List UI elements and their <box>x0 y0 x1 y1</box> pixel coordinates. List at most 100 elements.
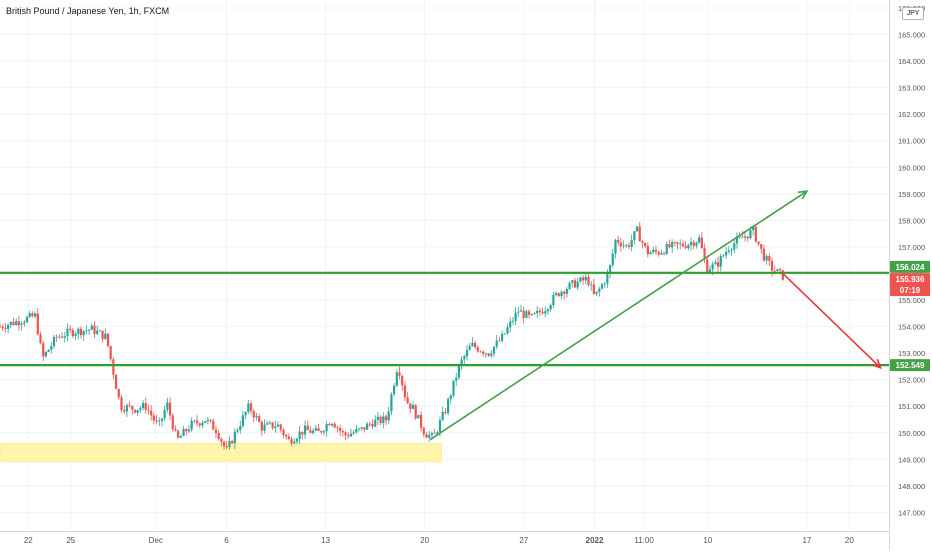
candle-body <box>82 330 85 336</box>
candle-body <box>565 289 568 294</box>
candle-body <box>147 409 150 411</box>
candle-body <box>220 438 223 442</box>
currency-button[interactable]: JPY <box>902 7 924 20</box>
candle-body <box>236 430 239 432</box>
candle-body <box>314 428 317 431</box>
candle-body <box>393 385 396 395</box>
candle-body <box>411 405 415 409</box>
candle-body <box>503 333 506 335</box>
candle-body <box>282 429 285 435</box>
candle-body <box>398 372 401 376</box>
y-tick-label: 149.000 <box>898 455 925 464</box>
candle-body <box>484 353 487 355</box>
candle-body <box>357 428 361 430</box>
candle-body <box>120 397 123 411</box>
candle-body <box>611 253 614 266</box>
candle-body <box>36 313 39 335</box>
candle-body <box>541 312 544 314</box>
candle-body <box>498 340 501 342</box>
candle-body <box>598 288 601 292</box>
projection-arrow-shaft <box>782 272 882 369</box>
candle-body <box>703 248 706 260</box>
candle-body <box>23 322 26 324</box>
candle-body <box>538 310 541 313</box>
candle-body <box>433 433 436 434</box>
candle-body <box>209 419 212 421</box>
price-label-text: 156.024 <box>896 263 925 272</box>
candle-body <box>390 394 393 412</box>
candle-body <box>339 428 342 431</box>
candle-body <box>190 420 193 430</box>
candle-body <box>109 346 112 360</box>
candle-body <box>668 243 671 248</box>
candle-body <box>9 321 12 325</box>
candle-body <box>533 313 536 315</box>
candle-body <box>509 321 512 328</box>
candle-body <box>711 264 714 270</box>
candle-body <box>652 249 655 253</box>
candle-body <box>730 249 733 251</box>
candle-body <box>330 423 334 426</box>
candle-body <box>619 242 622 247</box>
candle-body <box>738 236 741 238</box>
candle-body <box>225 446 228 448</box>
candle-body <box>457 365 461 378</box>
candle-body <box>336 427 339 429</box>
candle-body <box>716 262 720 267</box>
candle-body <box>762 248 766 261</box>
candle-body <box>166 402 169 410</box>
x-tick-label: 22 <box>24 536 33 545</box>
candle-body <box>473 342 477 348</box>
projection-arrow-head <box>871 358 882 369</box>
candle-body <box>174 429 177 431</box>
candle-body <box>584 276 587 281</box>
candle-body <box>708 269 712 273</box>
candle-body <box>155 420 158 422</box>
candle-body <box>684 246 687 249</box>
candle-body <box>244 411 247 416</box>
candle-body <box>317 428 320 432</box>
candle-body <box>368 423 371 425</box>
candle-body <box>152 415 155 421</box>
candle-body <box>185 429 188 432</box>
candle-body <box>573 280 577 288</box>
y-tick-label: 163.000 <box>898 84 925 93</box>
candle-body <box>673 241 676 243</box>
candle-body <box>460 359 463 366</box>
x-tick-label: 6 <box>224 536 229 545</box>
candle-body <box>662 253 666 254</box>
candle-body <box>31 313 34 317</box>
candle-body <box>333 423 336 428</box>
price-label-level: 156.024 <box>890 260 930 273</box>
candle-body <box>671 241 674 248</box>
candle-body <box>627 245 631 247</box>
candle-body <box>409 403 412 409</box>
candle-body <box>468 346 471 351</box>
candle-body <box>525 311 528 318</box>
candle-body <box>544 311 547 314</box>
demand-zone <box>0 443 442 463</box>
x-tick-label: 27 <box>519 536 528 545</box>
candle-body <box>603 283 606 285</box>
candle-body <box>735 237 739 244</box>
candle-body <box>447 399 450 414</box>
y-tick-label: 162.000 <box>898 110 925 119</box>
candle-body <box>44 351 47 357</box>
candle-body <box>760 243 763 249</box>
y-tick-label: 153.000 <box>898 349 925 358</box>
candle-body <box>422 427 425 435</box>
candle-body <box>681 243 685 247</box>
candle-body <box>285 434 288 437</box>
candle-body <box>260 421 263 431</box>
candle-body <box>187 429 191 432</box>
candle-body <box>471 342 474 347</box>
candle-body <box>779 269 782 271</box>
candle-body <box>689 242 693 245</box>
candle-body <box>287 436 290 440</box>
price-label-bg <box>890 359 930 372</box>
candle-body <box>106 333 110 347</box>
price-labels: 156.024 155.936 07:19 152.549 <box>890 260 930 372</box>
price-label-bg <box>890 273 930 286</box>
